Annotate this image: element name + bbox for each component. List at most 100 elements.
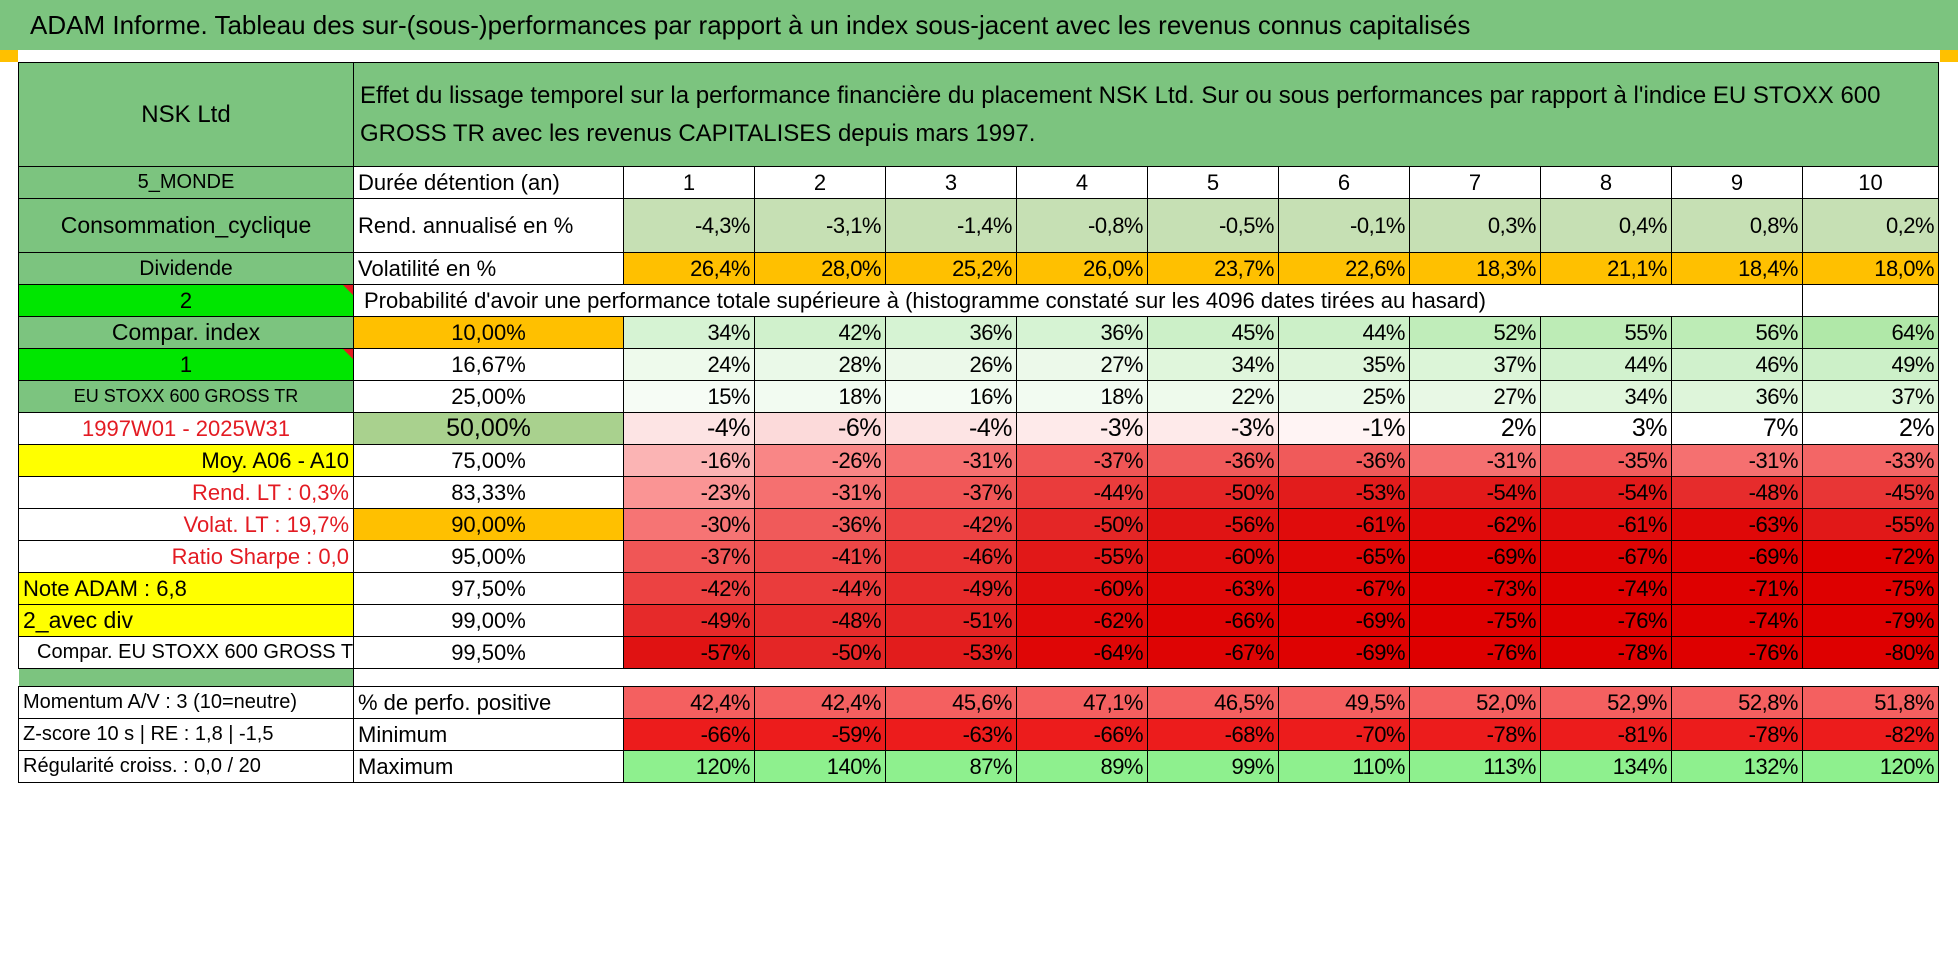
minimum-value: -66% bbox=[623, 718, 755, 751]
percentile-value: -53% bbox=[885, 636, 1017, 669]
percentile-value: -23% bbox=[623, 476, 755, 509]
percentile-value: 46% bbox=[1671, 348, 1803, 381]
percentile-value: 25% bbox=[1278, 380, 1410, 413]
choice-2-selector: 2 bbox=[18, 284, 354, 317]
percentile-value: 2% bbox=[1801, 412, 1940, 445]
percentile-value: -75% bbox=[1801, 572, 1940, 605]
percentile-value: 55% bbox=[1540, 316, 1672, 349]
percentile-value: 24% bbox=[623, 348, 755, 381]
report-description: Effet du lissage temporel sur la perform… bbox=[352, 62, 1940, 167]
percentile-row: EU STOXX 600 GROSS TR 25,00% 15% 18% 16% 18% 2… bbox=[18, 380, 1940, 413]
percentile-value: -42% bbox=[885, 508, 1017, 541]
positive-value: 42,4% bbox=[754, 686, 886, 719]
percentile-value: -71% bbox=[1671, 572, 1803, 605]
percentile-label: 95,00% bbox=[353, 540, 624, 573]
percentile-value: -74% bbox=[1540, 572, 1672, 605]
percentile-value: 44% bbox=[1278, 316, 1410, 349]
percentile-value: -31% bbox=[1671, 444, 1803, 477]
percentile-row: Moy. A06 - A10 75,00% -16% -26% -31% -37% -36%… bbox=[18, 444, 1940, 477]
index-name-label: EU STOXX 600 GROSS TR bbox=[18, 380, 354, 413]
percentile-row: Ratio Sharpe : 0,0 95,00% -37% -41% -46% -55%… bbox=[18, 540, 1940, 573]
minimum-value: -81% bbox=[1540, 718, 1672, 751]
positive-value: 46,5% bbox=[1147, 686, 1279, 719]
percentile-value: -33% bbox=[1801, 444, 1940, 477]
percentile-label: 99,50% bbox=[353, 636, 624, 669]
percentile-value: -44% bbox=[754, 572, 886, 605]
rend-value: -3,1% bbox=[754, 198, 886, 253]
percentile-label: 97,50% bbox=[353, 572, 624, 605]
positive-value: 52,9% bbox=[1540, 686, 1672, 719]
percentile-value: -42% bbox=[623, 572, 755, 605]
percentile-value: -4% bbox=[885, 412, 1017, 445]
year-header: 1 bbox=[623, 166, 755, 199]
percentile-value: -53% bbox=[1278, 476, 1410, 509]
minimum-value: -68% bbox=[1147, 718, 1279, 751]
momentum-label: Momentum A/V : 3 (10=neutre) bbox=[18, 686, 354, 719]
year-header: 10 bbox=[1801, 166, 1940, 199]
vol-value: 26,4% bbox=[623, 252, 755, 285]
percentile-value: -35% bbox=[1540, 444, 1672, 477]
percentile-value: 56% bbox=[1671, 316, 1803, 349]
percentile-value: -60% bbox=[1147, 540, 1279, 573]
minimum-label: Minimum bbox=[353, 718, 624, 751]
blank-cell bbox=[1671, 284, 1803, 317]
percentile-value: 15% bbox=[623, 380, 755, 413]
duration-label: Durée détention (an) bbox=[353, 166, 624, 199]
percentile-value: -69% bbox=[1278, 636, 1410, 669]
percentile-value: -50% bbox=[754, 636, 886, 669]
percentile-value: -56% bbox=[1147, 508, 1279, 541]
minimum-row: Z-score 10 s | RE : 1,8 | -1,5 Minimum -66… bbox=[18, 718, 1940, 751]
percentile-value: -78% bbox=[1540, 636, 1672, 669]
percentile-value: -30% bbox=[623, 508, 755, 541]
percentile-value: -60% bbox=[1016, 572, 1148, 605]
positive-value: 45,6% bbox=[885, 686, 1017, 719]
percentile-value: -67% bbox=[1147, 636, 1279, 669]
percentile-value: 28% bbox=[754, 348, 886, 381]
percentile-value: -63% bbox=[1671, 508, 1803, 541]
moy-label: Moy. A06 - A10 bbox=[18, 444, 354, 477]
percentile-value: -4% bbox=[623, 412, 755, 445]
maximum-value: 110% bbox=[1278, 750, 1410, 783]
rend-value: -0,1% bbox=[1278, 198, 1410, 253]
region-label: 5_MONDE bbox=[18, 166, 354, 199]
vol-value: 18,0% bbox=[1801, 252, 1940, 285]
percentile-row: Rend. LT : 0,3% 83,33% -23% -31% -37% -44% -50… bbox=[18, 476, 1940, 509]
percentile-value: -69% bbox=[1409, 540, 1541, 573]
percentile-label: 10,00% bbox=[353, 316, 624, 349]
year-header: 9 bbox=[1671, 166, 1803, 199]
percentile-value: 36% bbox=[1016, 316, 1148, 349]
percentile-value: 34% bbox=[1147, 348, 1279, 381]
minimum-value: -82% bbox=[1801, 718, 1940, 751]
year-header: 8 bbox=[1540, 166, 1672, 199]
positive-value: 42,4% bbox=[623, 686, 755, 719]
vol-value: 23,7% bbox=[1147, 252, 1279, 285]
blank-cell bbox=[1801, 284, 1940, 317]
percentile-value: 18% bbox=[1016, 380, 1148, 413]
percentile-value: 36% bbox=[1671, 380, 1803, 413]
percentile-value: -63% bbox=[1147, 572, 1279, 605]
percentile-value: 16% bbox=[885, 380, 1017, 413]
percentile-value: -50% bbox=[1147, 476, 1279, 509]
maximum-row: Régularité croiss. : 0,0 / 20 Maximum 120%… bbox=[18, 750, 1940, 783]
percentile-label: 99,00% bbox=[353, 604, 624, 637]
left-corner-marker bbox=[0, 50, 18, 62]
percentile-value: 35% bbox=[1278, 348, 1410, 381]
percentile-row: Volat. LT : 19,7% 90,00% -30% -36% -42% -50% -… bbox=[18, 508, 1940, 541]
percentile-value: -31% bbox=[754, 476, 886, 509]
minimum-value: -70% bbox=[1278, 718, 1410, 751]
percentile-value: 27% bbox=[1016, 348, 1148, 381]
percentile-value: 36% bbox=[885, 316, 1017, 349]
choice-1-selector: 1 bbox=[18, 348, 354, 381]
company-name: NSK Ltd bbox=[18, 62, 354, 167]
percentile-value: 64% bbox=[1801, 316, 1940, 349]
percentile-value: -65% bbox=[1278, 540, 1410, 573]
percentile-value: 18% bbox=[754, 380, 886, 413]
percentile-value: 52% bbox=[1409, 316, 1541, 349]
percentile-value: 34% bbox=[623, 316, 755, 349]
percentile-value: -61% bbox=[1278, 508, 1410, 541]
maximum-value: 99% bbox=[1147, 750, 1279, 783]
percentile-value: -55% bbox=[1801, 508, 1940, 541]
percentile-value: 45% bbox=[1147, 316, 1279, 349]
rend-value: -4,3% bbox=[623, 198, 755, 253]
year-header: 2 bbox=[754, 166, 886, 199]
